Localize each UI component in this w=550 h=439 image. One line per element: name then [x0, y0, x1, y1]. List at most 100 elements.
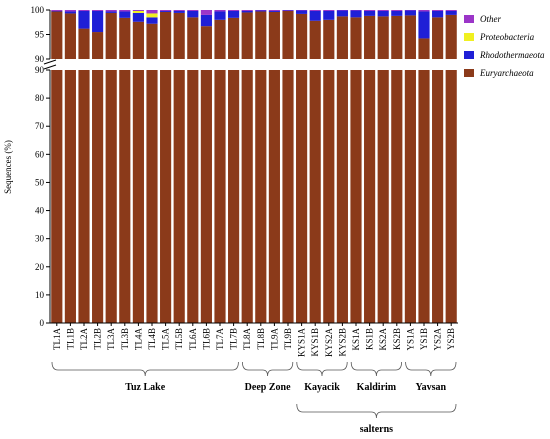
legend-swatch-proteobacteria — [464, 33, 474, 41]
bar-kys1b-euryarchaeota-upper — [309, 20, 321, 60]
bar-tl7a-euryarchaeota-lower — [214, 70, 226, 323]
bar-ys2a-euryarchaeota-lower — [432, 70, 444, 323]
y-tick-label: 10 — [35, 290, 45, 300]
y-tick-label: 40 — [35, 206, 45, 216]
group-label-kaldirim: Kaldirim — [357, 382, 397, 393]
bar-ks2b-rhodothermaeota-upper — [391, 10, 403, 16]
y-tick-label: 60 — [35, 149, 45, 159]
bar-kys2a-other-upper — [323, 10, 335, 11]
legend-label-other: Other — [480, 14, 501, 24]
x-tick-label-tl1a: TL1A — [52, 328, 62, 350]
x-tick-label-tl6b: TL6B — [201, 328, 211, 350]
bar-tl3a-other-upper — [105, 10, 117, 12]
x-tick-label-ys1a: YS1A — [405, 328, 415, 351]
bar-ks2a-other-upper — [377, 10, 389, 11]
y-tick-label: 95 — [35, 30, 45, 40]
y-tick-label: 30 — [35, 234, 45, 244]
bar-tl8b-euryarchaeota-upper — [255, 11, 267, 59]
bar-tl9b-euryarchaeota-upper — [282, 10, 294, 59]
legend-swatch-other — [464, 15, 474, 23]
bar-kys2a-euryarchaeota-upper — [323, 19, 335, 59]
bracket-tuz-lake — [51, 361, 239, 377]
bar-tl5b-euryarchaeota-upper — [173, 12, 185, 60]
bar-tl2a-rhodothermaeota-upper — [78, 10, 90, 29]
bar-tl1b-euryarchaeota-upper — [64, 13, 76, 59]
bar-ks2a-euryarchaeota-upper — [377, 16, 389, 59]
bar-kys1a-euryarchaeota-upper — [296, 13, 308, 60]
bar-tl7a-other-upper — [214, 10, 226, 12]
x-tick-label-kys2a: KYS2A — [324, 328, 334, 358]
bar-tl6b-euryarchaeota-lower — [200, 70, 212, 323]
x-tick-label-tl2a: TL2A — [79, 328, 89, 350]
bar-tl5b-rhodothermaeota-upper — [173, 10, 185, 13]
x-tick-label-tl2b: TL2B — [93, 328, 103, 350]
legend-label-euryarchaeota: Euryarchaeota — [479, 68, 534, 78]
legend: Other Proteobacteria Rhodothermaeota Euryar… — [464, 14, 545, 78]
x-tick-label-ks1b: KS1B — [365, 328, 375, 350]
bar-tl9a-euryarchaeota-upper — [268, 11, 280, 60]
y-axis-title: Sequences (%) — [3, 140, 13, 194]
bar-tl6b-euryarchaeota-upper — [200, 26, 212, 60]
bar-tl8a-other-upper — [241, 10, 253, 11]
y-tick-label: 80 — [35, 93, 45, 103]
bar-tl8a-euryarchaeota-lower — [241, 70, 253, 323]
group-label-kayacik: Kayacik — [304, 382, 340, 393]
x-tick-label-ys2a: YS2A — [433, 328, 443, 351]
bar-ks1b-euryarchaeota-lower — [364, 70, 376, 323]
x-tick-label-tl3b: TL3B — [120, 328, 130, 350]
x-tick-label-tl7a: TL7A — [215, 328, 225, 350]
bar-tl7a-rhodothermaeota-upper — [214, 11, 226, 20]
bar-tl5a-other-upper — [160, 10, 172, 11]
bar-ys2a-other-upper — [432, 10, 444, 11]
x-tick-label-tl5b: TL5B — [174, 328, 184, 350]
x-tick-label-kys1b: KYS1B — [310, 328, 320, 357]
bracket-salterns — [296, 403, 457, 419]
bar-tl4b-rhodothermaeota-upper — [146, 17, 158, 24]
bar-tl2b-euryarchaeota-lower — [92, 70, 104, 323]
x-tick-labels: TL1A TL1B TL2A TL2B TL3A TL3B TL4A TL4B TL5A TL5B… — [52, 323, 456, 357]
bracket-kaldirim — [350, 361, 402, 377]
bar-tl4a-rhodothermaeota-upper — [132, 12, 144, 22]
bars-layer — [51, 10, 457, 323]
bar-tl4a-proteobacteria-upper — [132, 10, 144, 13]
bar-tl3b-other-upper — [119, 10, 131, 12]
bar-kys1b-rhodothermaeota-upper — [309, 10, 321, 21]
x-tick-label-ks2b: KS2B — [392, 328, 402, 350]
bar-ys2a-euryarchaeota-upper — [432, 17, 444, 60]
bar-ys1b-other-upper — [418, 10, 430, 12]
bar-ks1b-other-upper — [364, 10, 376, 11]
bar-tl6a-other-upper — [187, 10, 199, 11]
y-tick-label: 90 — [35, 65, 45, 75]
bar-ks1b-rhodothermaeota-upper — [364, 10, 376, 16]
bar-tl6a-euryarchaeota-upper — [187, 17, 199, 60]
legend-label-proteobacteria: Proteobacteria — [479, 32, 535, 42]
bar-tl3a-euryarchaeota-lower — [105, 70, 117, 323]
bar-kys2b-euryarchaeota-lower — [336, 70, 348, 323]
bar-tl4b-proteobacteria-upper — [146, 13, 158, 18]
group-label-salterns: salterns — [360, 424, 393, 435]
bar-ys2b-rhodothermaeota-upper — [445, 10, 457, 15]
bar-kys1a-rhodothermaeota-upper — [296, 10, 308, 14]
bar-tl7a-euryarchaeota-upper — [214, 19, 226, 59]
bar-kys2a-euryarchaeota-lower — [323, 70, 335, 323]
x-tick-label-tl5a: TL5A — [161, 328, 171, 350]
bar-ys1a-rhodothermaeota-upper — [404, 10, 416, 16]
bar-ys2a-rhodothermaeota-upper — [432, 10, 444, 18]
bar-kys2b-euryarchaeota-upper — [336, 16, 348, 59]
bar-tl4a-euryarchaeota-upper — [132, 21, 144, 59]
bar-tl9a-rhodothermaeota-upper — [268, 10, 280, 12]
bar-tl1a-euryarchaeota-lower — [51, 70, 63, 323]
bar-ys2b-other-upper — [445, 10, 457, 11]
bar-tl2b-rhodothermaeota-upper — [92, 10, 104, 33]
bar-tl4b-euryarchaeota-upper — [146, 23, 158, 59]
bar-tl8a-euryarchaeota-upper — [241, 12, 253, 59]
bar-kys2a-rhodothermaeota-upper — [323, 10, 335, 20]
bar-tl7b-other-upper — [228, 10, 240, 11]
bar-tl8b-euryarchaeota-lower — [255, 70, 267, 323]
bar-kys2b-rhodothermaeota-upper — [336, 10, 348, 17]
bar-tl6b-rhodothermaeota-upper — [200, 14, 212, 27]
y-tick-label: 90 — [35, 54, 45, 64]
group-label-tuz-lake: Tuz Lake — [125, 382, 165, 393]
bar-ks1a-euryarchaeota-upper — [350, 17, 362, 60]
